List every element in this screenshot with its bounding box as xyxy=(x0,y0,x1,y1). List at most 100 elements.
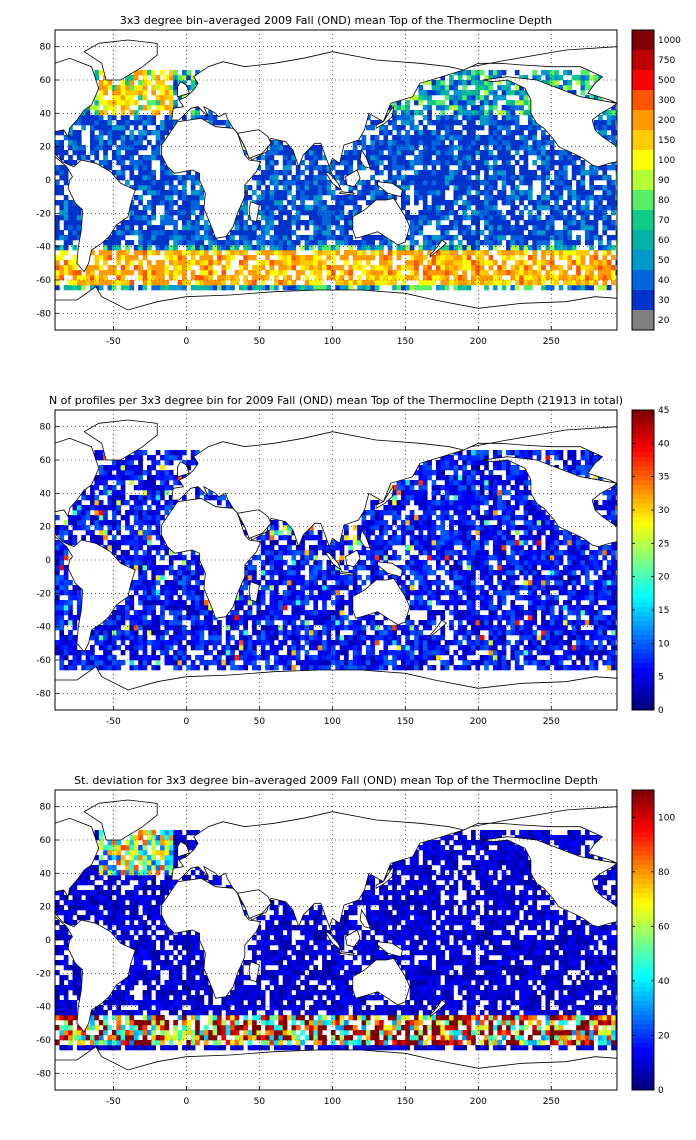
bin-cell xyxy=(129,605,135,611)
bin-cell xyxy=(133,220,139,226)
bin-cell xyxy=(304,640,310,646)
bin-cell xyxy=(304,625,310,631)
bin-cell xyxy=(453,170,459,176)
bin-cell xyxy=(409,110,415,116)
bin-cell xyxy=(440,100,446,106)
bin-cell xyxy=(164,265,170,271)
bin-cell xyxy=(155,270,161,276)
bin-cell xyxy=(567,275,573,281)
bin-cell xyxy=(256,250,262,256)
bin-cell xyxy=(562,215,568,221)
bin-cell xyxy=(133,70,139,76)
bin-cell xyxy=(374,635,380,641)
bin-cell xyxy=(615,655,617,661)
bin-cell xyxy=(484,160,489,166)
bin-cell xyxy=(449,80,454,86)
bin-cell xyxy=(186,580,192,586)
bin-cell xyxy=(282,220,288,226)
bin-cell xyxy=(90,660,95,666)
bin-cell xyxy=(155,135,161,141)
bin-cell xyxy=(400,590,406,596)
bin-cell xyxy=(431,650,437,656)
bin-cell xyxy=(532,660,538,666)
bin-cell xyxy=(422,105,428,111)
bin-cell xyxy=(549,220,555,226)
bin-cell xyxy=(155,285,161,291)
bin-cell xyxy=(330,220,336,226)
bin-cell xyxy=(269,605,275,611)
bin-cell xyxy=(308,170,314,176)
bin-cell xyxy=(168,270,174,276)
bin-cell xyxy=(510,605,516,611)
bin-cell xyxy=(164,640,170,646)
bin-cell xyxy=(598,115,603,121)
bin-cell xyxy=(527,610,533,616)
bin-cell xyxy=(116,245,121,251)
bin-cell xyxy=(584,605,590,611)
bin-cell xyxy=(615,645,617,651)
bin-cell xyxy=(598,640,603,646)
bin-cell xyxy=(317,190,323,196)
bin-cell xyxy=(287,615,292,621)
bin-cell xyxy=(160,610,165,616)
bin-cell xyxy=(125,80,130,86)
bin-cell xyxy=(562,580,568,586)
bin-cell xyxy=(370,650,375,656)
bin-cell xyxy=(256,275,262,281)
bin-cell xyxy=(291,610,297,616)
bin-cell xyxy=(265,210,270,216)
bin-cell xyxy=(238,220,244,226)
bin-cell xyxy=(479,200,485,206)
bin-cell xyxy=(63,265,69,271)
bin-cell xyxy=(90,665,95,671)
bin-cell xyxy=(234,250,240,256)
bin-cell xyxy=(449,145,454,151)
bin-cell xyxy=(541,200,546,206)
bin-cell xyxy=(282,590,288,596)
bin-cell xyxy=(256,655,262,661)
bin-cell xyxy=(291,575,297,581)
bin-cell xyxy=(580,160,586,166)
bin-cell xyxy=(68,600,73,606)
bin-cell xyxy=(313,270,319,276)
bin-cell xyxy=(593,225,599,231)
bin-cell xyxy=(146,250,152,256)
bin-cell xyxy=(252,630,257,636)
bin-cell xyxy=(492,245,498,251)
bin-cell xyxy=(133,110,139,116)
bin-cell xyxy=(523,250,529,256)
bin-cell xyxy=(484,175,489,181)
bin-cell xyxy=(120,80,126,86)
bin-cell xyxy=(545,610,551,616)
bin-cell xyxy=(300,580,305,586)
bin-cell xyxy=(295,655,301,661)
bin-cell xyxy=(427,220,432,226)
bin-cell xyxy=(400,200,406,206)
bin-cell xyxy=(273,645,279,651)
bin-cell xyxy=(177,215,183,221)
bin-cell xyxy=(322,240,327,246)
bin-cell xyxy=(339,575,345,581)
bin-cell xyxy=(462,660,467,666)
bin-cell xyxy=(606,190,612,196)
bin-cell xyxy=(462,85,467,91)
bin-cell xyxy=(217,620,222,626)
bin-cell xyxy=(120,225,126,231)
bin-cell xyxy=(225,635,231,641)
bin-cell xyxy=(308,210,314,216)
bin-cell xyxy=(440,160,446,166)
bin-cell xyxy=(400,105,406,111)
bin-cell xyxy=(484,625,489,631)
bin-cell xyxy=(217,660,222,666)
land-outline xyxy=(55,286,617,330)
bin-cell xyxy=(497,110,502,116)
bin-cell xyxy=(142,215,148,221)
bin-cell xyxy=(173,620,178,626)
bin-cell xyxy=(348,625,354,631)
bin-cell xyxy=(379,575,384,581)
bin-cell xyxy=(72,205,78,211)
bin-cell xyxy=(475,215,481,221)
bin-cell xyxy=(479,615,485,621)
bin-cell xyxy=(278,645,284,651)
bin-cell xyxy=(68,260,73,266)
